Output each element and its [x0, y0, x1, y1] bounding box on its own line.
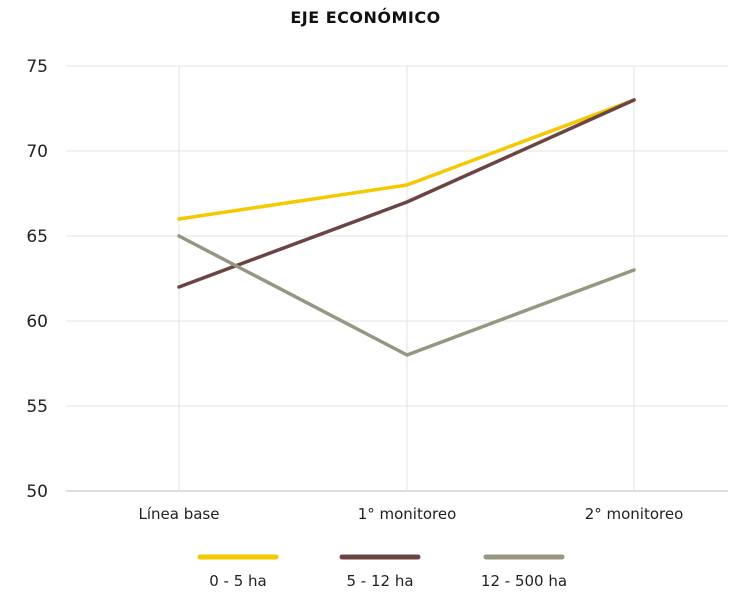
series-line-1 [177, 98, 636, 289]
gridlines [66, 65, 728, 492]
y-axis: 50 55 60 65 70 75 [26, 57, 48, 502]
legend: 0 - 5 ha 5 - 12 ha 12 - 500 ha [197, 554, 567, 590]
x-axis: Línea base 1° monitoreo 2° monitoreo [139, 505, 684, 523]
y-tick-label: 65 [26, 227, 48, 247]
x-tick-label: Línea base [139, 505, 220, 523]
series-line-2 [177, 234, 636, 357]
legend-label: 0 - 5 ha [209, 572, 267, 590]
x-tick-label: 2° monitoreo [585, 505, 684, 523]
y-tick-label: 60 [26, 312, 48, 332]
chart-title: EJE ECONÓMICO [290, 8, 441, 27]
y-tick-label: 75 [26, 57, 48, 77]
y-tick-label: 50 [26, 482, 48, 502]
series-line-0 [177, 98, 636, 221]
y-tick-label: 55 [26, 397, 48, 417]
series-lines [177, 98, 636, 357]
legend-label: 5 - 12 ha [346, 572, 413, 590]
x-tick-label: 1° monitoreo [358, 505, 457, 523]
legend-label: 12 - 500 ha [481, 572, 567, 590]
y-tick-label: 70 [26, 142, 48, 162]
